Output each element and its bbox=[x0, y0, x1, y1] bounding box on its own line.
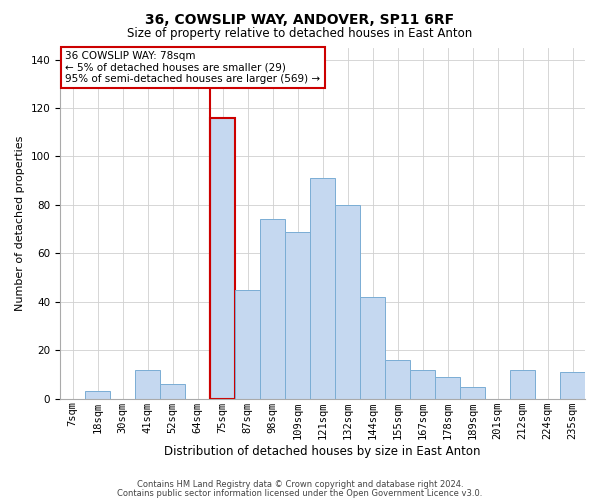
Bar bbox=[310, 178, 335, 398]
Bar bbox=[335, 205, 360, 398]
Bar bbox=[410, 370, 435, 398]
Text: 36, COWSLIP WAY, ANDOVER, SP11 6RF: 36, COWSLIP WAY, ANDOVER, SP11 6RF bbox=[145, 12, 455, 26]
Bar bbox=[435, 377, 460, 398]
Bar bbox=[210, 118, 235, 398]
Bar bbox=[285, 232, 310, 398]
Text: 36 COWSLIP WAY: 78sqm
← 5% of detached houses are smaller (29)
95% of semi-detac: 36 COWSLIP WAY: 78sqm ← 5% of detached h… bbox=[65, 51, 320, 84]
Bar bbox=[385, 360, 410, 399]
Y-axis label: Number of detached properties: Number of detached properties bbox=[15, 136, 25, 311]
Bar bbox=[160, 384, 185, 398]
Bar bbox=[85, 392, 110, 398]
Text: Contains public sector information licensed under the Open Government Licence v3: Contains public sector information licen… bbox=[118, 488, 482, 498]
Bar bbox=[460, 386, 485, 398]
Bar bbox=[135, 370, 160, 398]
Text: Size of property relative to detached houses in East Anton: Size of property relative to detached ho… bbox=[127, 28, 473, 40]
Bar bbox=[560, 372, 585, 398]
Text: Contains HM Land Registry data © Crown copyright and database right 2024.: Contains HM Land Registry data © Crown c… bbox=[137, 480, 463, 489]
Bar bbox=[235, 290, 260, 399]
Bar bbox=[360, 297, 385, 398]
Bar bbox=[260, 220, 285, 398]
X-axis label: Distribution of detached houses by size in East Anton: Distribution of detached houses by size … bbox=[164, 444, 481, 458]
Bar bbox=[510, 370, 535, 398]
